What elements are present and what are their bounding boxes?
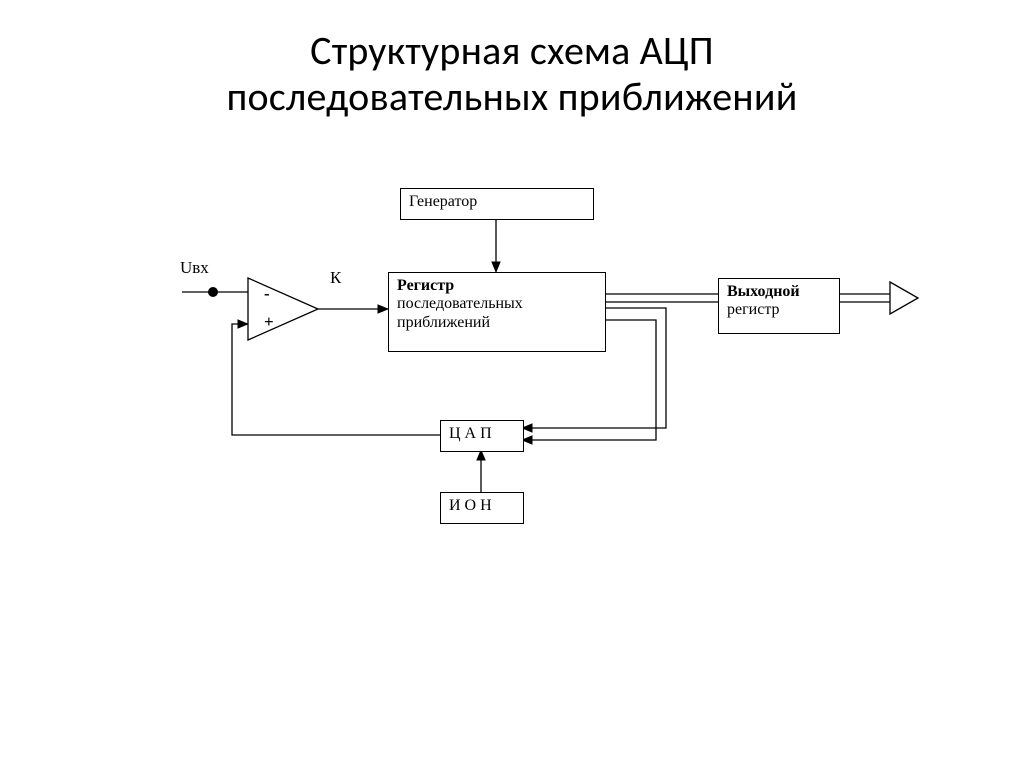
- node-generator: Генератор: [400, 188, 594, 220]
- comparator-plus: +: [264, 312, 274, 332]
- diagram: Генератор Регистрпоследовательныхприближ…: [0, 160, 1024, 740]
- title-line-2: последовательных приближений: [226, 72, 797, 121]
- title-line-1: Структурная схема АЦП: [310, 26, 714, 75]
- node-output-register: Выходнойрегистр: [718, 278, 840, 334]
- node-dac: Ц А П: [440, 420, 524, 452]
- node-ion: И О Н: [440, 492, 524, 524]
- input-terminal: [208, 287, 218, 297]
- label-u-vx: Uвх: [180, 258, 209, 278]
- comparator: [248, 278, 318, 340]
- node-sar-register: Регистрпоследовательныхприближений: [388, 272, 606, 352]
- comparator-minus: -: [264, 284, 270, 304]
- label-k: К: [330, 268, 341, 288]
